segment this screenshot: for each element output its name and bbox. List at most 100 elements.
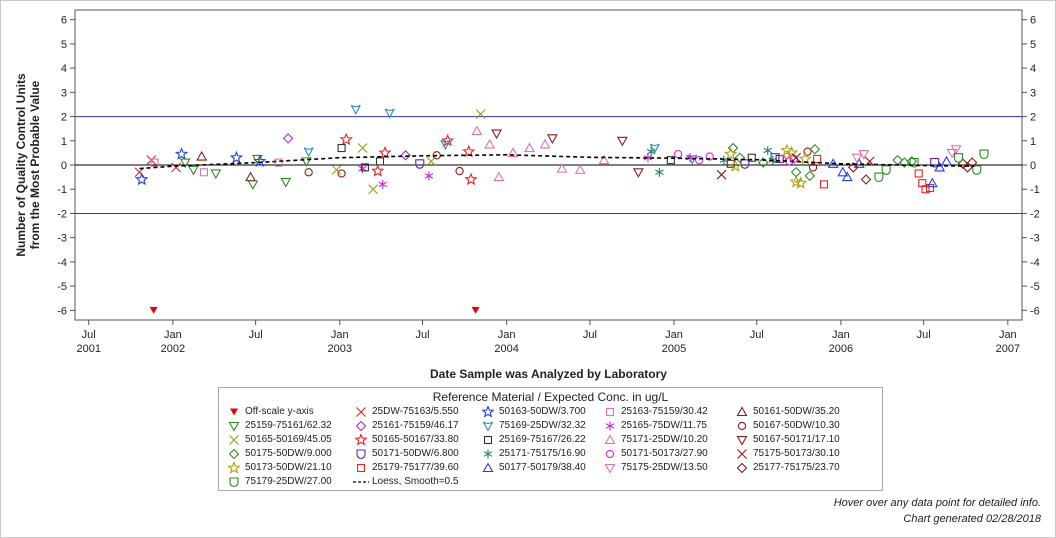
- data-point: [171, 162, 181, 173]
- legend-marker-icon: [604, 434, 616, 445]
- legend-marker: [355, 420, 367, 432]
- x-tick-label: Jul: [415, 329, 429, 341]
- y-tick-label-right: -6: [1030, 305, 1040, 317]
- data-point: [874, 172, 884, 183]
- data-point: [337, 169, 346, 178]
- legend-marker: [227, 462, 241, 474]
- data-point: [546, 134, 558, 144]
- data-point: [808, 163, 818, 172]
- y-tick-label-right: -1: [1030, 184, 1040, 196]
- data-point: [400, 150, 411, 161]
- x-tick-label: Jul: [82, 329, 96, 341]
- legend-marker: [229, 477, 239, 488]
- data-point: [493, 171, 505, 182]
- data-point: [149, 306, 158, 314]
- y-tick-label-right: -4: [1030, 257, 1040, 269]
- y-tick-label-right: -2: [1030, 208, 1040, 220]
- data-point: [728, 159, 742, 172]
- y-tick-label-left: 5: [61, 39, 67, 51]
- legend-label: 50165-50169/45.05: [245, 434, 332, 445]
- legend-marker-icon: [354, 434, 368, 446]
- legend-marker: [483, 435, 493, 445]
- data-point: [858, 150, 870, 160]
- data-point: [210, 169, 222, 180]
- data-point: [809, 143, 821, 155]
- legend-marker: [737, 421, 747, 431]
- data-point: [455, 166, 464, 176]
- legend-label: Loess, Smooth=0.5: [372, 476, 459, 487]
- y-tick-label-left: -5: [57, 281, 67, 293]
- data-point: [300, 157, 312, 167]
- data-point: [247, 180, 259, 190]
- data-point: [384, 108, 395, 119]
- hover-note: Hover over any data point for detailed i…: [833, 497, 1041, 509]
- legend-marker-icon: [356, 407, 366, 417]
- data-point: [368, 184, 379, 195]
- data-point: [909, 158, 919, 168]
- legend-label: 50165-50167/33.80: [372, 434, 459, 445]
- legend-marker: [356, 407, 366, 417]
- x-tick-label: Jan: [164, 329, 182, 341]
- y-axis-title: from the Most Probable Value: [28, 80, 42, 249]
- legend-marker-icon: [356, 463, 366, 473]
- data-point: [360, 163, 369, 172]
- y-tick-label-left: -3: [57, 233, 67, 245]
- legend-label: 75171-25DW/10.20: [621, 434, 708, 445]
- data-point: [174, 147, 189, 160]
- legend-marker-icon: [605, 407, 615, 417]
- data-point: [464, 172, 478, 186]
- data-point: [150, 158, 159, 167]
- data-point: [426, 156, 437, 167]
- legend-label: 25165-75DW/11.75: [621, 420, 707, 431]
- data-point: [337, 143, 346, 153]
- x-tick-label: Jul: [750, 329, 764, 341]
- legend-marker-icon: [736, 462, 748, 474]
- data-point: [757, 157, 769, 168]
- legend-marker: [605, 449, 615, 459]
- data-point: [350, 104, 361, 115]
- legend-label: 25161-75159/46.17: [372, 420, 459, 431]
- legend-label: 50167-50171/17.10: [753, 434, 840, 445]
- legend-marker: [604, 463, 616, 474]
- data-point: [282, 133, 294, 144]
- data-point: [950, 145, 962, 155]
- y-tick-label-right: 2: [1030, 112, 1036, 124]
- legend-marker-icon: [605, 421, 615, 431]
- data-point: [462, 144, 476, 158]
- data-point: [780, 143, 794, 157]
- legend-marker-icon: [228, 421, 240, 432]
- legend-marker-icon: [736, 406, 748, 417]
- legend-label: 25179-75177/39.60: [372, 462, 459, 473]
- x-tick-label: Jan: [999, 329, 1017, 341]
- data-point: [274, 158, 283, 167]
- data-point: [921, 185, 930, 194]
- y-tick-label-left: -1: [57, 184, 67, 196]
- data-point: [371, 164, 385, 177]
- y-tick-label-left: 0: [61, 160, 67, 172]
- data-point: [881, 165, 891, 175]
- data-point: [666, 156, 675, 165]
- data-point: [926, 183, 935, 193]
- data-point: [646, 147, 656, 157]
- legend-marker: [481, 406, 495, 418]
- legend-label: 50177-50179/38.40: [499, 462, 586, 473]
- data-point: [491, 129, 503, 140]
- data-point: [440, 139, 451, 151]
- data-point: [763, 145, 773, 155]
- data-point: [339, 132, 353, 146]
- data-point: [484, 138, 496, 149]
- x-tick-label: Jan: [832, 329, 850, 341]
- legend-marker: [354, 434, 368, 446]
- legend-label: 25177-75175/23.70: [753, 462, 840, 473]
- y-tick-label-right: 4: [1030, 63, 1036, 75]
- legend-marker-icon: [483, 449, 493, 459]
- x-tick-year-label: 2006: [829, 343, 853, 355]
- data-point: [196, 150, 208, 161]
- data-point: [847, 162, 859, 173]
- data-point: [972, 165, 982, 175]
- legend-marker: [230, 408, 238, 416]
- legend-marker: [736, 406, 748, 417]
- legend-marker-icon: [227, 462, 241, 474]
- y-tick-label-left: 6: [61, 15, 67, 27]
